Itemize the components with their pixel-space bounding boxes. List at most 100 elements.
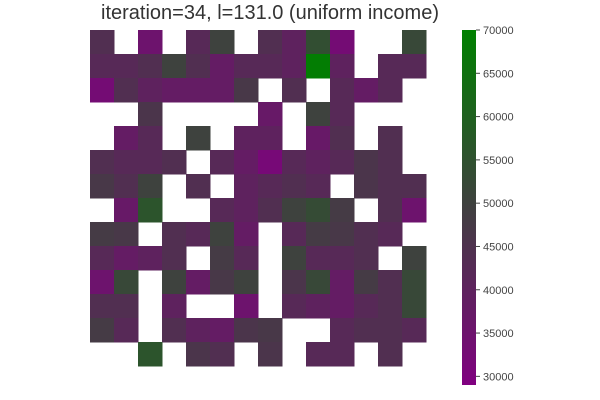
- heatmap-cell: [114, 198, 139, 223]
- heatmap-cell: [138, 246, 163, 271]
- heatmap-cell: [90, 246, 115, 271]
- heatmap-cell: [258, 30, 283, 55]
- heatmap-cell: [258, 54, 283, 79]
- heatmap-cell: [138, 150, 163, 175]
- heatmap-cell: [258, 342, 283, 367]
- heatmap-cell: [186, 126, 211, 151]
- heatmap-cell: [378, 126, 403, 151]
- heatmap-cell: [138, 126, 163, 151]
- heatmap-cell: [282, 174, 307, 199]
- heatmap-cell: [306, 102, 331, 127]
- heatmap-cell: [90, 150, 115, 175]
- heatmap-cell: [234, 318, 259, 343]
- heatmap-cell: [162, 78, 187, 103]
- heatmap-cell: [402, 198, 427, 223]
- heatmap-cell: [402, 294, 427, 319]
- heatmap-cell: [282, 270, 307, 295]
- heatmap-cell: [114, 294, 139, 319]
- heatmap-cell: [90, 222, 115, 247]
- heatmap-cell: [354, 246, 379, 271]
- heatmap-cell: [210, 198, 235, 223]
- heatmap-cell: [114, 54, 139, 79]
- heatmap-cell: [138, 102, 163, 127]
- colorbar-tick-label: 55000: [483, 155, 514, 167]
- heatmap-cell: [210, 30, 235, 55]
- heatmap-cell: [90, 294, 115, 319]
- heatmap-cell: [234, 222, 259, 247]
- heatmap-cell: [138, 78, 163, 103]
- heatmap-cell: [210, 222, 235, 247]
- heatmap-cell: [138, 198, 163, 223]
- heatmap-cell: [402, 318, 427, 343]
- heatmap-cell: [306, 30, 331, 55]
- heatmap-cell: [210, 150, 235, 175]
- heatmap-cell: [234, 78, 259, 103]
- heatmap-cell: [138, 54, 163, 79]
- heatmap-cell: [354, 222, 379, 247]
- colorbar-tick-label: 70000: [483, 25, 514, 37]
- heatmap-cell: [186, 174, 211, 199]
- heatmap-cell: [162, 270, 187, 295]
- heatmap-cell: [378, 318, 403, 343]
- colorbar-tick-label: 60000: [483, 112, 514, 124]
- heatmap-cell: [354, 150, 379, 175]
- heatmap-cell: [114, 270, 139, 295]
- heatmap-cell: [162, 150, 187, 175]
- heatmap-cell: [138, 30, 163, 55]
- heatmap-cell: [114, 246, 139, 271]
- heatmap-cell: [354, 78, 379, 103]
- heatmap-cell: [210, 270, 235, 295]
- heatmap-cell: [210, 54, 235, 79]
- heatmap-cell: [378, 54, 403, 79]
- heatmap-cell: [114, 222, 139, 247]
- heatmap-cell: [186, 342, 211, 367]
- colorbar-tick-label: 40000: [483, 285, 514, 297]
- heatmap-cell: [234, 174, 259, 199]
- heatmap-cell: [282, 150, 307, 175]
- heatmap-cell: [330, 54, 355, 79]
- heatmap-cell: [162, 54, 187, 79]
- heatmap-cell: [90, 270, 115, 295]
- heatmap-cell: [354, 294, 379, 319]
- heatmap-cell: [330, 318, 355, 343]
- heatmap-cell: [186, 222, 211, 247]
- colorbar-tick-label: 45000: [483, 241, 514, 253]
- heatmap-cell: [234, 270, 259, 295]
- heatmap-cell: [354, 174, 379, 199]
- heatmap-cell: [330, 222, 355, 247]
- heatmap-cell: [90, 174, 115, 199]
- heatmap-cell: [378, 222, 403, 247]
- heatmap-cell: [402, 270, 427, 295]
- heatmap-cell: [258, 150, 283, 175]
- colorbar-gradient: [462, 30, 476, 385]
- heatmap-cell: [306, 126, 331, 151]
- heatmap-cell: [234, 126, 259, 151]
- heatmap-cell: [330, 342, 355, 367]
- heatmap-cell: [330, 102, 355, 127]
- heatmap-cell: [378, 150, 403, 175]
- heatmap-cell: [138, 342, 163, 367]
- heatmap-cell: [402, 30, 427, 55]
- heatmap-cell: [210, 246, 235, 271]
- heatmap-cell: [186, 318, 211, 343]
- heatmap-cell: [258, 174, 283, 199]
- heatmap-cell: [306, 150, 331, 175]
- heatmap-cell: [330, 30, 355, 55]
- heatmap-cell: [330, 246, 355, 271]
- heatmap-cell: [234, 294, 259, 319]
- heatmap-cell: [330, 198, 355, 223]
- heatmap-cell: [90, 318, 115, 343]
- heatmap-cell: [234, 150, 259, 175]
- heatmap-cell: [210, 318, 235, 343]
- heatmap-cell: [90, 78, 115, 103]
- heatmap-cell: [306, 198, 331, 223]
- heatmap-cell: [306, 270, 331, 295]
- heatmap-cell: [306, 174, 331, 199]
- heatmap-cell: [306, 246, 331, 271]
- heatmap-grid: [90, 30, 427, 367]
- heatmap-cell: [282, 30, 307, 55]
- heatmap-cell: [306, 222, 331, 247]
- heatmap-cell: [330, 294, 355, 319]
- heatmap-cell: [330, 150, 355, 175]
